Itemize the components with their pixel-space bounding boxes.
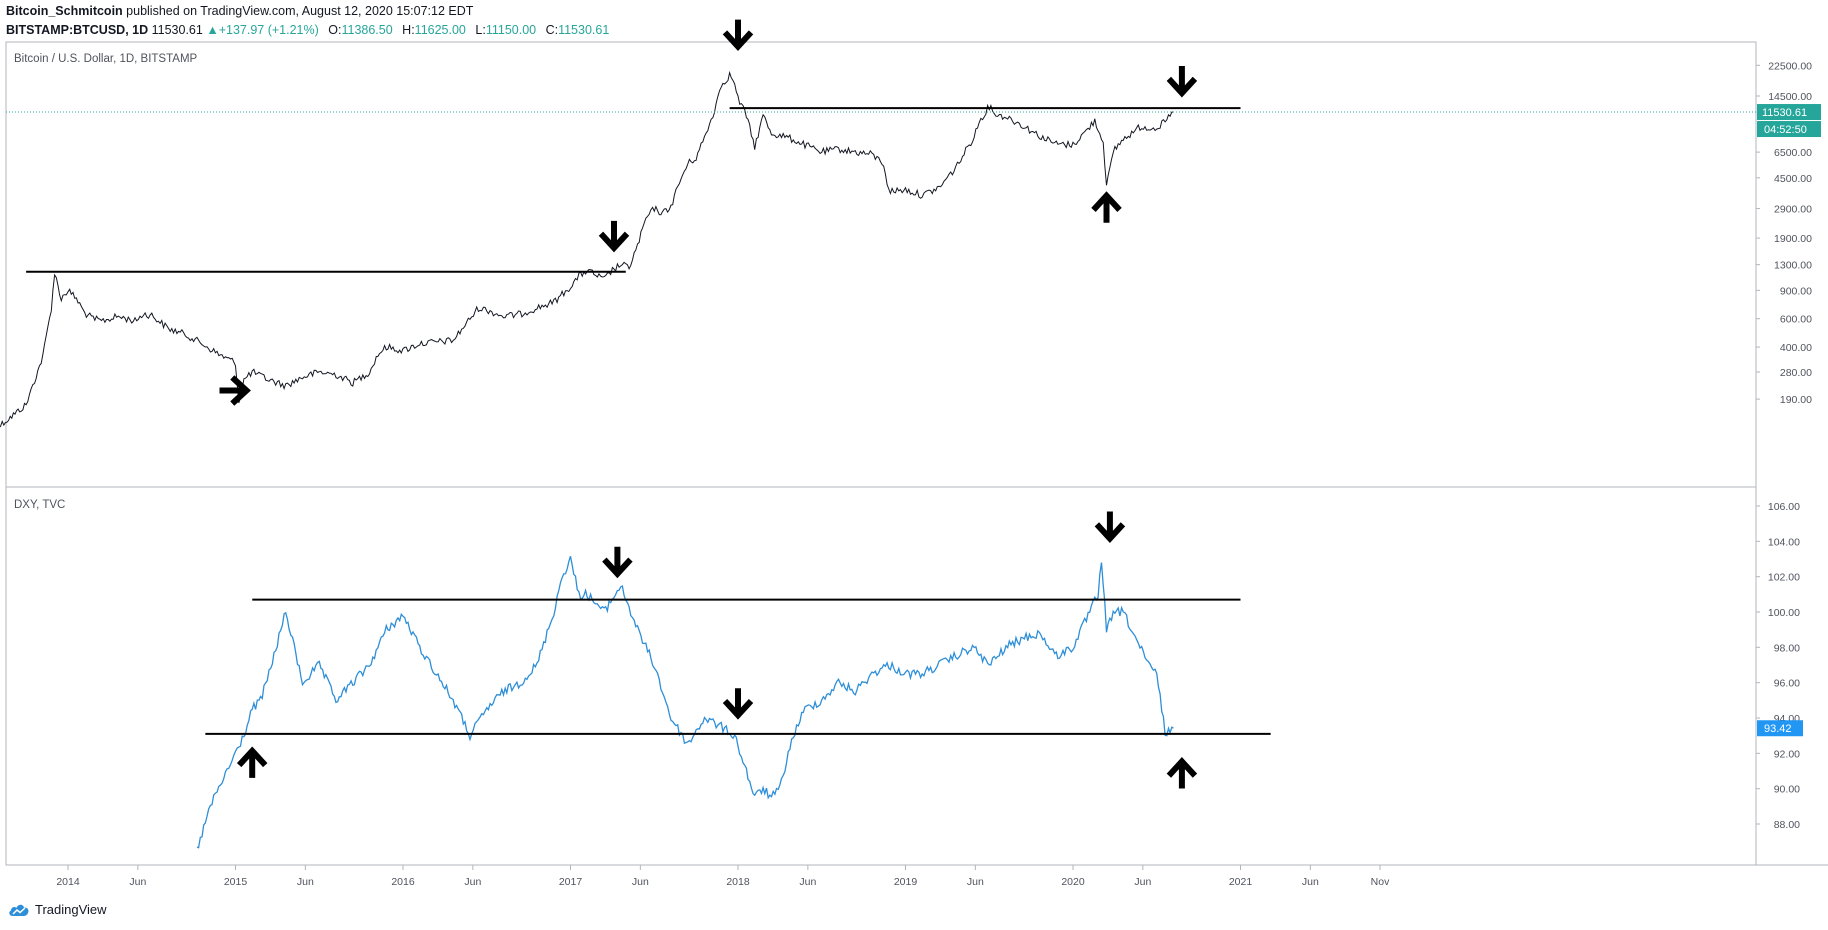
- btc-ytick-label: 1900.00: [1774, 233, 1812, 245]
- xtick-label: 2018: [726, 876, 750, 888]
- dxy-last-price-text: 93.42: [1764, 723, 1792, 735]
- low-value: 11150.00: [485, 23, 537, 37]
- btc-arrow-1-right-icon[interactable]: [219, 375, 251, 406]
- ohlc-line: BITSTAMP:BTCUSD, 1D 11530.61 ▲+137.97 (+…: [6, 21, 609, 40]
- btc-ytick-label: 1300.00: [1774, 260, 1812, 272]
- btc-last-price-text: 11530.61: [1762, 107, 1807, 119]
- btc-ytick-label: 22500.00: [1768, 60, 1812, 72]
- dxy-ytick-label: 88.00: [1774, 819, 1800, 831]
- btc-ytick-label: 190.00: [1780, 394, 1812, 406]
- xtick-label: 2014: [56, 876, 80, 888]
- dxy-ytick-label: 106.00: [1768, 501, 1800, 513]
- btc-ytick-label: 280.00: [1780, 367, 1812, 379]
- btc-arrow-3-down-icon[interactable]: [722, 19, 754, 52]
- xtick-label: 2015: [224, 876, 248, 888]
- btc-arrow-4-up-icon[interactable]: [1091, 191, 1122, 223]
- symbol-label[interactable]: BITSTAMP:BTCUSD, 1D: [6, 23, 149, 37]
- annotation-lines: [26, 107, 1271, 735]
- btc-price-axis[interactable]: 190.00 280.00 400.00 600.00 900.00 1300.00 190…: [1756, 60, 1812, 406]
- btc-ytick-label: 2900.00: [1774, 204, 1812, 216]
- xtick-label: 2020: [1061, 876, 1085, 888]
- btc-price-line: [0, 70, 1174, 428]
- dxy-arrow-5-up-icon[interactable]: [1166, 757, 1198, 789]
- dxy-last-price-badge: [1757, 720, 1803, 737]
- xtick-label: Jun: [464, 876, 481, 888]
- dxy-ytick-label: 102.00: [1768, 572, 1800, 584]
- tradingview-logo[interactable]: TradingView: [8, 902, 107, 917]
- btc-ytick-label: 400.00: [1780, 342, 1812, 354]
- dxy-price-axis[interactable]: 88.0090.0092.0094.0096.0098.00100.00102.…: [1756, 501, 1800, 831]
- high-value: 11625.00: [414, 23, 466, 37]
- dxy-ytick-label: 96.00: [1774, 678, 1800, 690]
- open-label: O:: [328, 23, 342, 37]
- btc-countdown-text: 04:52:50: [1764, 124, 1807, 136]
- btc-ytick-label: 600.00: [1780, 314, 1812, 326]
- xtick-label: 2017: [559, 876, 583, 888]
- change-up-icon: ▲: [206, 23, 219, 37]
- btc-ytick-label: 900.00: [1780, 285, 1812, 297]
- annotation-arrows: [219, 19, 1198, 789]
- time-axis[interactable]: 2014 Jun 2015 Jun 2016 Jun 2017 Jun 2018 Jun 2019 J…: [56, 865, 1390, 888]
- brand-name: TradingView: [35, 902, 107, 917]
- btc-ytick-label: 14500.00: [1768, 91, 1812, 103]
- xtick-label: Jun: [799, 876, 816, 888]
- xtick-label: Jun: [1134, 876, 1151, 888]
- dxy-ytick-label: 100.00: [1768, 607, 1800, 619]
- dxy-pane-title: DXY, TVC: [14, 499, 65, 511]
- dxy-ytick-label: 104.00: [1768, 536, 1800, 548]
- xtick-label: 2019: [894, 876, 918, 888]
- dxy-series-layer: [196, 556, 1174, 849]
- open-value: 11386.50: [341, 23, 393, 37]
- close-label: C:: [545, 23, 559, 37]
- dxy-ytick-label: 98.00: [1774, 642, 1800, 654]
- chart-header: Bitcoin_Schmitcoin published on TradingV…: [6, 2, 609, 40]
- publish-line: Bitcoin_Schmitcoin published on TradingV…: [6, 2, 609, 21]
- btc-pane-title: Bitcoin / U.S. Dollar, 1D, BITSTAMP: [14, 53, 198, 65]
- high-label: H:: [402, 23, 415, 37]
- btc-countdown-badge: [1757, 121, 1821, 138]
- dxy-arrow-2-down-icon[interactable]: [602, 546, 633, 579]
- dxy-ytick-label: 92.00: [1774, 748, 1800, 760]
- dxy-ytick-label: 90.00: [1774, 784, 1800, 796]
- xtick-label: Nov: [1371, 876, 1390, 888]
- xtick-label: Jun: [129, 876, 146, 888]
- tradingview-cloud-icon: [9, 904, 29, 916]
- dxy-arrow-1-up-icon[interactable]: [236, 746, 268, 778]
- btc-ytick-label: 6500.00: [1774, 147, 1812, 159]
- xtick-label: 2021: [1229, 876, 1253, 888]
- dxy-arrow-3-down-icon[interactable]: [722, 688, 754, 720]
- btc-arrow-5-down-icon[interactable]: [1166, 66, 1198, 98]
- dxy-price-line: [196, 556, 1174, 849]
- close-value: 11530.61: [558, 23, 610, 37]
- xtick-label: 2016: [391, 876, 415, 888]
- xtick-label: Jun: [1302, 876, 1319, 888]
- btc-series-layer: [0, 70, 1174, 428]
- btc-ytick-label: 4500.00: [1774, 173, 1812, 185]
- last-price: 11530.61: [151, 23, 203, 37]
- xtick-label: Jun: [297, 876, 314, 888]
- btc-last-price-badge: [1757, 104, 1821, 121]
- low-label: L:: [475, 23, 486, 37]
- xtick-label: Jun: [967, 876, 984, 888]
- price-change: +137.97 (+1.21%): [218, 23, 319, 37]
- xtick-label: Jun: [632, 876, 649, 888]
- publish-info: published on TradingView.com, August 12,…: [126, 4, 474, 18]
- dxy-arrow-4-down-icon[interactable]: [1094, 511, 1126, 543]
- btc-arrow-2-down-icon[interactable]: [598, 220, 630, 253]
- author-name[interactable]: Bitcoin_Schmitcoin: [6, 4, 123, 18]
